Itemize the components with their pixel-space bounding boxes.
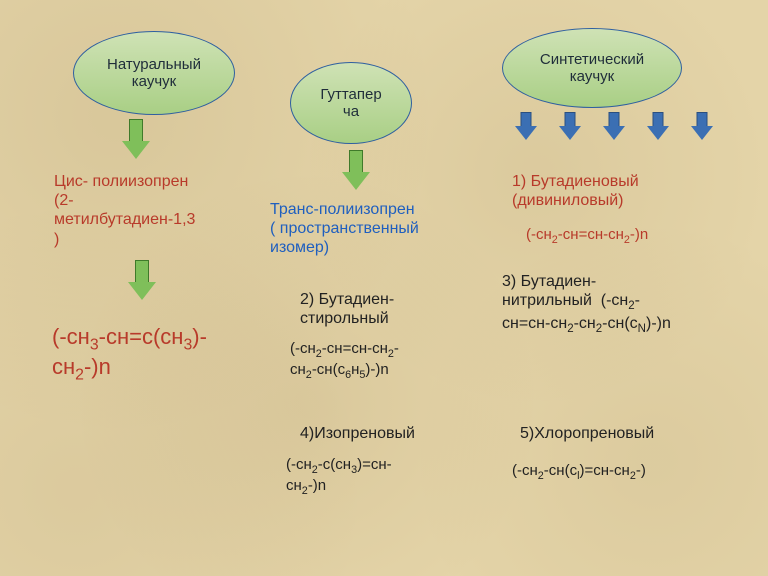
- text-s2_title: 2) Бутадиен-стирольный: [300, 290, 470, 328]
- text-s3_title: 3) Бутадиен-нитрильный (-сн2-сн=сн-сн2-с…: [502, 272, 762, 337]
- down-arrow-icon: [556, 112, 584, 142]
- down-arrow-icon: [512, 112, 540, 142]
- down-arrow-icon: [644, 112, 672, 142]
- down-arrow-icon: [342, 150, 370, 192]
- ellipse-gutta: Гуттаперча: [290, 62, 412, 144]
- text-s4_formula: (-сн2-с(сн3)=сн-сн2-)n: [286, 456, 486, 498]
- down-arrow-icon: [122, 119, 150, 161]
- text-s5_formula: (-сн2-сн(сl)=сн-сн2-): [512, 462, 752, 483]
- down-arrow-icon: [688, 112, 716, 142]
- ellipse-synth: Синтетическийкаучук: [502, 28, 682, 108]
- text-trans: Транс-полиизопрен( пространственныйизоме…: [270, 200, 480, 258]
- text-s1_title: 1) Бутадиеновый(дивиниловый): [512, 172, 722, 210]
- slide-canvas: Натуральныйкаучук Гуттаперча Синтетическ…: [0, 0, 768, 576]
- down-arrow-icon: [600, 112, 628, 142]
- text-s4_title: 4)Изопреновый: [300, 424, 480, 443]
- text-s1_formula: (-сн2-сн=сн-сн2-)n: [526, 226, 756, 247]
- text-s5_title: 5)Хлоропреновый: [520, 424, 730, 443]
- text-cis_formula: (-сн3-сн=с(сн3)-сн2-)n: [52, 324, 282, 385]
- ellipse-natural: Натуральныйкаучук: [73, 31, 235, 115]
- text-cis: Цис- полиизопрен(2-метилбутадиен-1,3): [54, 172, 254, 249]
- text-s2_formula: (-сн2-сн=сн-сн2-сн2-сн(с6н5)-)n: [290, 340, 490, 382]
- down-arrow-icon: [128, 260, 156, 302]
